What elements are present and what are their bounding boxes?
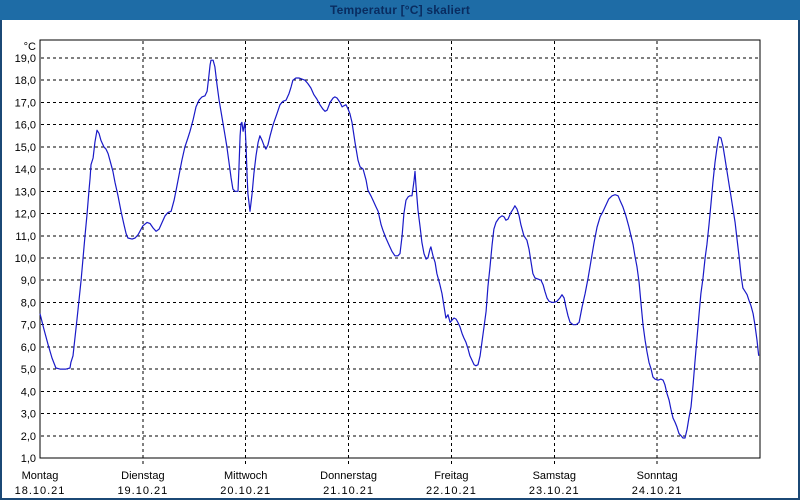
y-tick-label: 7,0 (21, 320, 36, 332)
window-title: Temperatur [°C] skaliert (329, 3, 471, 17)
day-date-label: 19.10.21 (117, 485, 168, 497)
y-tick-label: 10,0 (15, 253, 36, 265)
day-name-label: Freitag (434, 470, 468, 482)
day-name-label: Montag (22, 470, 59, 482)
y-tick-label: 15,0 (15, 142, 36, 154)
y-tick-label: 12,0 (15, 209, 36, 221)
temperature-line (39, 59, 760, 439)
day-name-label: Mittwoch (224, 470, 267, 482)
day-date-label: 24.10.21 (632, 485, 683, 497)
plot-frame (39, 39, 761, 459)
y-tick-label: 14,0 (15, 164, 36, 176)
y-axis-unit-label: °C (24, 41, 36, 53)
y-tick-label: 18,0 (15, 75, 36, 87)
y-tick-label: 16,0 (15, 120, 36, 132)
y-tick-label: 2,0 (21, 431, 36, 443)
y-tick-label: 11,0 (15, 231, 36, 243)
y-tick-label: 9,0 (21, 275, 36, 287)
y-tick-label: 13,0 (15, 186, 36, 198)
day-name-label: Samstag (533, 470, 576, 482)
day-date-label: 22.10.21 (426, 485, 477, 497)
day-date-label: 21.10.21 (323, 485, 374, 497)
y-tick-label: 3,0 (21, 409, 36, 421)
y-tick-label: 4,0 (21, 386, 36, 398)
y-tick-label: 8,0 (21, 297, 36, 309)
day-date-label: 20.10.21 (220, 485, 271, 497)
day-name-label: Donnerstag (320, 470, 377, 482)
day-date-label: 18.10.21 (15, 485, 66, 497)
y-tick-label: 1,0 (21, 453, 36, 465)
day-date-label: 23.10.21 (529, 485, 580, 497)
y-tick-label: 17,0 (15, 97, 36, 109)
title-bar[interactable]: Temperatur [°C] skaliert (0, 0, 800, 20)
y-tick-label: 5,0 (21, 364, 36, 376)
y-tick-label: 19,0 (15, 53, 36, 65)
day-name-label: Dienstag (121, 470, 164, 482)
y-tick-label: 6,0 (21, 342, 36, 354)
day-name-label: Sonntag (637, 470, 678, 482)
